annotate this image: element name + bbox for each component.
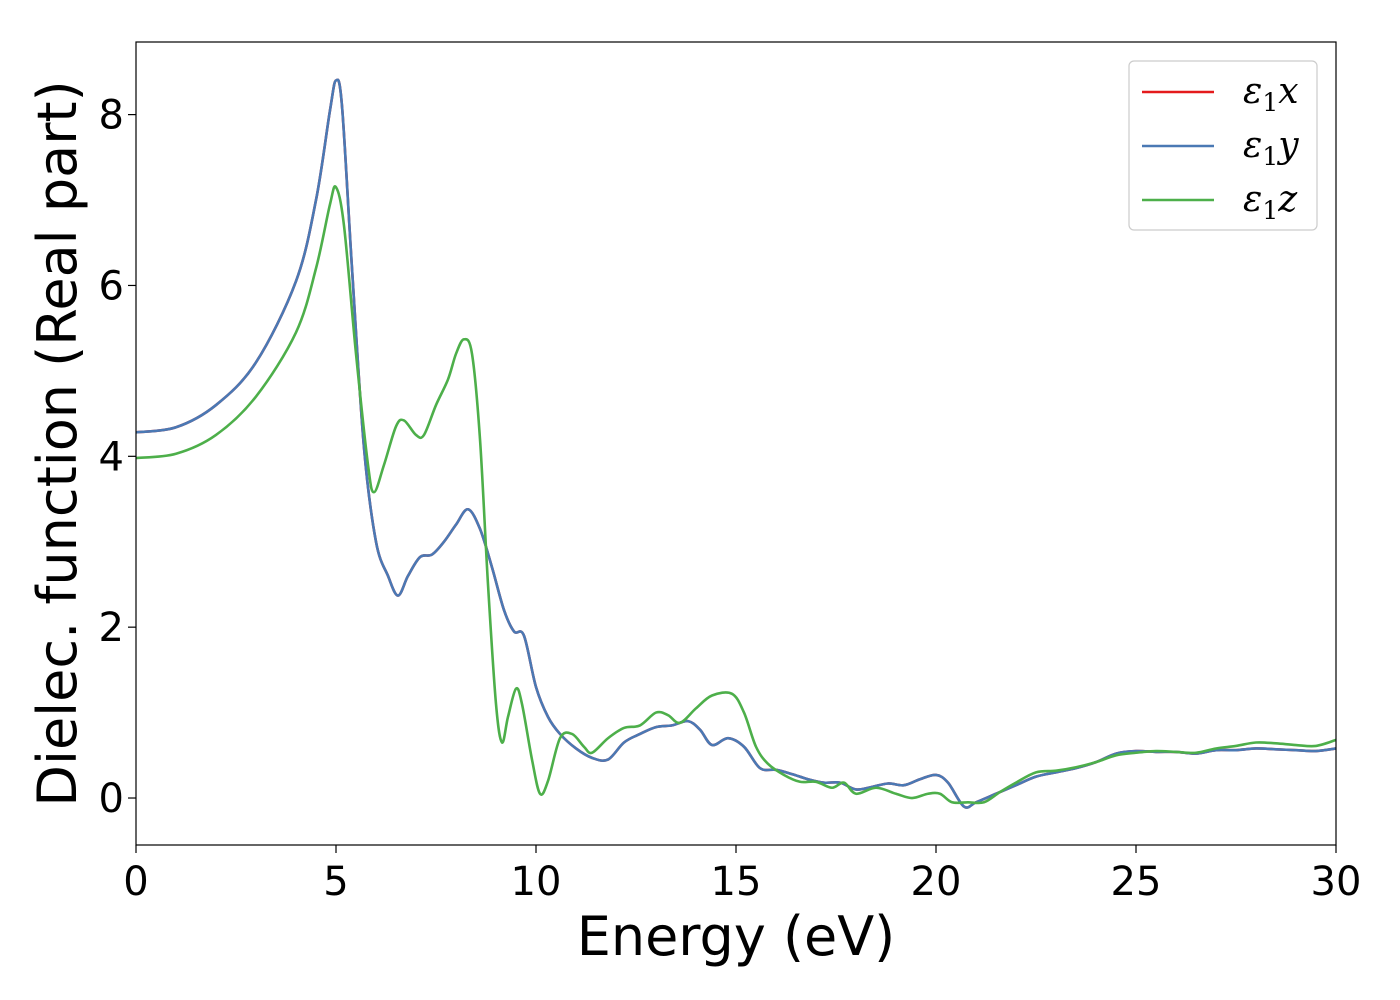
y-axis-title: Dielec. function (Real part) xyxy=(26,80,89,806)
x-tick-label: 20 xyxy=(911,859,962,905)
y-tick-label: 4 xyxy=(99,434,124,480)
legend-label-z: ε1z xyxy=(1243,179,1298,225)
x-tick-label: 10 xyxy=(511,859,562,905)
x-tick-label: 0 xyxy=(123,859,148,905)
y-axis: 0 2 4 6 8 xyxy=(99,93,136,822)
x-tick-label: 30 xyxy=(1311,859,1362,905)
x-tick-label: 15 xyxy=(711,859,762,905)
y-tick-label: 6 xyxy=(99,263,124,309)
legend-label-y: ε1y xyxy=(1243,125,1299,171)
x-axis: 0 5 10 15 20 25 30 xyxy=(123,845,1361,905)
legend-box xyxy=(1128,60,1318,231)
y-tick-label: 8 xyxy=(99,93,124,139)
series-line-z xyxy=(136,185,1336,805)
x-tick-label: 5 xyxy=(323,859,348,905)
legend-label-x: ε1x xyxy=(1243,71,1299,117)
plot-area xyxy=(136,78,1336,809)
legend: ε1x ε1y ε1z xyxy=(1128,60,1318,231)
x-tick-label: 25 xyxy=(1111,859,1162,905)
x-axis-title: Energy (eV) xyxy=(577,905,896,968)
y-tick-label: 2 xyxy=(99,605,124,651)
y-tick-label: 0 xyxy=(99,776,124,822)
